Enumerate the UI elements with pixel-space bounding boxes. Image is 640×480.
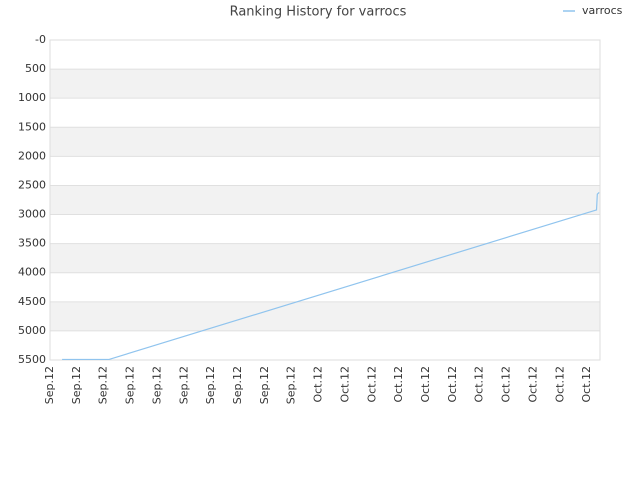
x-tick-label: Oct.12: [446, 366, 459, 403]
y-tick-label: 4500: [18, 295, 46, 308]
y-tick-label: 5500: [18, 353, 46, 366]
x-tick-label: Sep.12: [70, 366, 83, 404]
y-tick-label: 4000: [18, 266, 46, 279]
x-tick-label: Oct.12: [365, 366, 378, 403]
x-tick-label: Sep.12: [124, 366, 137, 404]
x-tick-label: Sep.12: [150, 366, 163, 404]
x-tick-label: Oct.12: [473, 366, 486, 403]
grid-band: [50, 127, 600, 157]
x-tick-label: Sep.12: [177, 366, 190, 404]
x-tick-label: Sep.12: [231, 366, 244, 404]
x-tick-label: Oct.12: [500, 366, 513, 403]
plot-border: [49, 39, 601, 361]
x-tick-label: Oct.12: [392, 366, 405, 403]
x-tick-label: Sep.12: [285, 366, 298, 404]
x-tick-label: Oct.12: [338, 366, 351, 403]
grid-band: [50, 243, 600, 273]
y-tick-label: 5000: [18, 324, 46, 337]
grid-band: [50, 301, 600, 331]
y-tick-label: 2000: [18, 149, 46, 162]
x-tick-label: Oct.12: [526, 366, 539, 403]
y-tick-label: 2500: [18, 178, 46, 191]
x-tick-label: Sep.12: [258, 366, 271, 404]
chart-title: Ranking History for varrocs: [230, 5, 407, 20]
x-tick-label: Sep.12: [97, 366, 110, 404]
x-tick-label: Oct.12: [553, 366, 566, 403]
y-tick-label: 3000: [18, 208, 46, 221]
line: [62, 191, 600, 361]
grid-band: [50, 69, 600, 99]
y-tick-label: 1500: [18, 120, 46, 133]
grid-band: [50, 185, 600, 215]
x-tick-label: Sep.12: [204, 366, 217, 404]
x-tick-label: Oct.12: [312, 366, 325, 403]
legend-label: varrocs: [582, 4, 623, 17]
y-tick-label: 1000: [18, 91, 46, 104]
y-tick-label: -0: [35, 33, 46, 46]
y-tick-label: 3500: [18, 237, 46, 250]
x-tick-label: Sep.12: [43, 366, 56, 404]
x-tick-label: Oct.12: [580, 366, 593, 403]
x-tick-label: Oct.12: [419, 366, 432, 403]
y-tick-label: 500: [25, 62, 46, 75]
